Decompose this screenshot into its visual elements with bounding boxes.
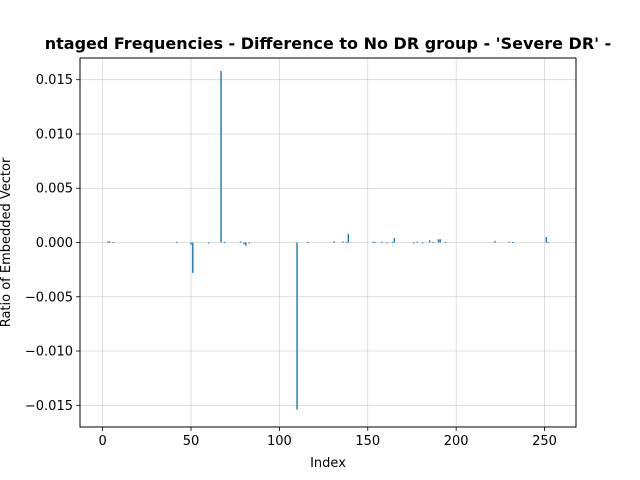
bar <box>108 241 111 243</box>
bar <box>508 241 510 243</box>
bar <box>223 242 226 244</box>
bar <box>386 242 388 244</box>
bar <box>391 241 394 243</box>
bar <box>239 241 242 243</box>
bars <box>107 71 549 410</box>
bar <box>381 241 383 243</box>
bar <box>428 240 431 243</box>
x-tick-label: 100 <box>267 434 292 449</box>
bar <box>112 241 114 243</box>
y-axis-title: Ratio of Embedded Vector <box>0 157 14 327</box>
chart-title: ntaged Frequencies - Difference to No DR… <box>45 34 612 53</box>
bar <box>437 239 440 243</box>
bar <box>374 241 376 243</box>
bar <box>306 241 309 243</box>
y-tick-label: 0.005 <box>36 182 73 197</box>
x-tick-label: 250 <box>532 434 557 449</box>
bar <box>444 241 447 243</box>
bar <box>190 242 192 245</box>
bar <box>333 241 335 243</box>
bar <box>372 241 374 243</box>
bar <box>243 242 245 245</box>
y-tick-label: −0.015 <box>25 399 73 414</box>
y-tick-label: 0.015 <box>36 73 73 88</box>
y-tick-label: −0.010 <box>25 345 73 360</box>
x-tick-label: 150 <box>355 434 380 449</box>
bar <box>421 242 424 244</box>
bar <box>347 233 350 243</box>
y-tick-label: 0.000 <box>36 236 73 251</box>
x-tick-label: 0 <box>98 434 106 449</box>
bar <box>512 241 514 243</box>
x-axis-title: Index <box>310 456 346 471</box>
grid <box>80 58 576 427</box>
bar <box>296 242 298 410</box>
bar <box>245 242 247 246</box>
x-tick-label: 50 <box>183 434 200 449</box>
bar <box>107 241 109 243</box>
bar <box>547 242 549 244</box>
bar <box>220 71 222 243</box>
bar <box>176 241 178 243</box>
bar <box>207 242 210 244</box>
bar <box>439 239 441 243</box>
axis-ticks: 0 50 100 150 200 250 −0.015 −0.010 −0.005 0.000 0.… <box>25 73 557 449</box>
bar <box>345 242 348 244</box>
x-tick-label: 200 <box>444 434 469 449</box>
bar <box>545 237 548 243</box>
bar <box>494 240 496 243</box>
y-tick-label: 0.010 <box>36 127 73 142</box>
y-tick-label: −0.005 <box>25 290 73 305</box>
bar <box>192 242 194 273</box>
bar <box>248 242 251 244</box>
bar <box>342 241 344 243</box>
bar <box>393 238 395 243</box>
bar <box>432 241 434 243</box>
bar <box>416 241 418 243</box>
bar <box>413 242 415 244</box>
